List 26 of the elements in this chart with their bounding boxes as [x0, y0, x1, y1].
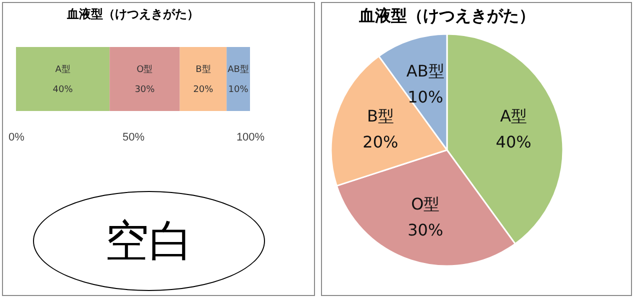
series-label: O型	[136, 64, 153, 75]
slice-label: B型	[366, 106, 394, 126]
series-label: A型	[55, 64, 70, 75]
slice-label: A型	[500, 106, 528, 126]
slice-label: O型	[411, 194, 440, 214]
series-label: AB型	[228, 64, 249, 75]
ellipse-outline: 空白	[33, 191, 265, 291]
data-label: 20%	[362, 132, 398, 152]
x-tick-label: 50%	[122, 132, 145, 144]
data-label: 40%	[496, 132, 532, 152]
bar	[180, 47, 227, 111]
chart-title: 血液型（けつえきがた）	[358, 6, 535, 25]
data-label: 20%	[193, 85, 214, 95]
chart-title: 血液型（けつえきがた）	[66, 7, 199, 21]
slice-label: AB型	[406, 61, 444, 80]
x-tick-label: 0%	[8, 132, 25, 144]
bar	[226, 47, 250, 111]
data-label: 10%	[408, 87, 444, 106]
data-label: 40%	[52, 85, 74, 95]
x-tick-label: 100%	[236, 132, 265, 144]
series-label: B型	[196, 64, 211, 75]
bar	[16, 47, 110, 111]
data-label: 30%	[408, 220, 444, 240]
bar	[110, 47, 180, 111]
data-label: 30%	[134, 85, 156, 95]
data-label: 10%	[228, 85, 249, 95]
